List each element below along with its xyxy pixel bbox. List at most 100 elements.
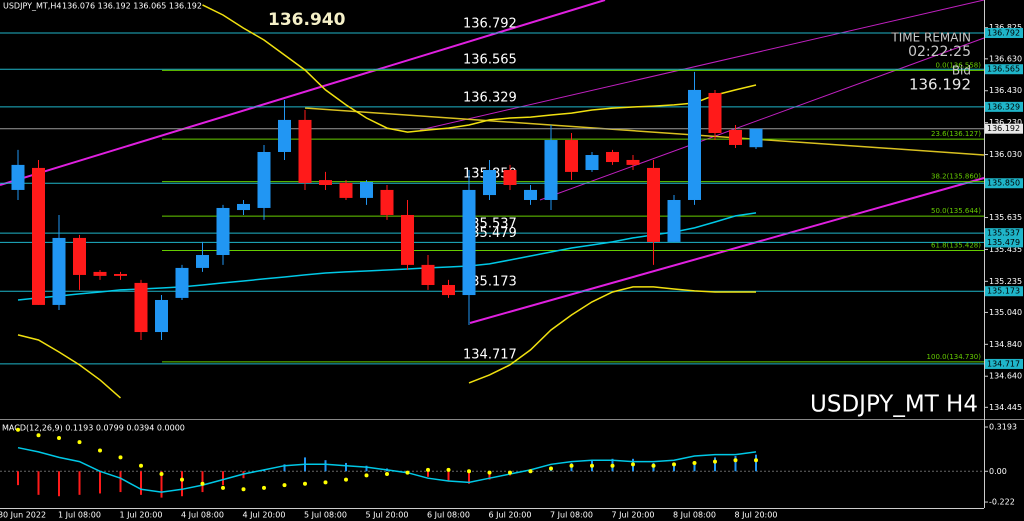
signal-dot	[77, 440, 82, 445]
price-level-box-label: 136.792	[987, 29, 1020, 38]
candle-body	[32, 167, 45, 305]
y-tick-label: 136.430	[989, 86, 1022, 95]
price-level-label: 135.537	[463, 217, 517, 232]
signal-dot	[364, 473, 369, 478]
candle-body	[134, 282, 148, 333]
candle-body	[462, 189, 476, 296]
signal-dot	[610, 463, 615, 468]
signal-dot	[118, 455, 123, 460]
indicator-line	[202, 4, 757, 133]
candle-body	[708, 92, 722, 134]
price-level-box-label: 135.173	[987, 287, 1020, 296]
candle-body	[52, 237, 66, 305]
y-tick-label: 134.640	[989, 372, 1022, 381]
signal-dot	[16, 427, 20, 432]
x-tick-label: 5 Jul 08:00	[304, 511, 347, 520]
fib-level-label: 100.0(134.730)	[927, 353, 982, 361]
macd-title: MACD(12,26,9) 0.1193 0.0799 0.0394 0.000…	[2, 424, 185, 433]
trend-thin-line	[419, 0, 985, 131]
signal-dot	[549, 466, 553, 471]
signal-dot	[139, 463, 143, 468]
signal-dot	[672, 462, 676, 467]
signal-dot	[426, 467, 430, 472]
price-level-box	[985, 237, 1023, 248]
candle-body	[196, 255, 209, 268]
x-tick-label: 8 Jul 08:00	[673, 511, 716, 520]
fib-level-label: 0.0(136.558)	[935, 61, 981, 69]
y-tick-label: 0.3193	[989, 423, 1017, 432]
signal-dot	[754, 458, 758, 463]
price-level-box	[985, 64, 1023, 75]
signal-dot	[241, 487, 246, 492]
period-high-label: 136.940	[268, 10, 346, 30]
candle-body	[339, 182, 353, 198]
y-tick-label: -0.222	[989, 498, 1015, 507]
trend-resistance	[304, 107, 985, 156]
x-tick-label: 4 Jul 08:00	[181, 511, 224, 520]
price-level-box-label: 135.850	[987, 179, 1020, 188]
signal-dot	[385, 472, 389, 477]
price-level-box-label: 134.717	[987, 359, 1020, 368]
candle-body	[401, 214, 414, 265]
candle-body	[93, 271, 107, 276]
price-level-label: 135.173	[463, 275, 517, 290]
signal-dot	[590, 463, 594, 468]
price-level-box-label: 136.329	[987, 102, 1020, 111]
x-tick-label: 1 Jul 20:00	[120, 511, 163, 520]
candle-body	[503, 170, 517, 185]
candle-body	[647, 167, 660, 242]
price-level-box	[985, 101, 1023, 112]
bid-label: Bid	[952, 64, 971, 78]
y-tick-label: 136.630	[989, 54, 1022, 63]
candle-body	[565, 140, 578, 172]
candle-body	[524, 189, 537, 200]
signal-dot	[36, 433, 41, 438]
signal-dot	[282, 483, 287, 488]
signal-dot	[57, 436, 61, 441]
signal-dot	[692, 460, 697, 465]
price-level-box-label: 135.537	[987, 229, 1020, 238]
candle-body	[442, 284, 455, 296]
signal-dot	[180, 477, 184, 482]
signal-dot	[446, 467, 451, 472]
x-tick-label: 30 Jun 2022	[0, 511, 46, 520]
signal-dot	[344, 477, 348, 482]
signal-dot	[405, 470, 410, 475]
candle-body	[278, 119, 291, 152]
price-level-box	[985, 286, 1023, 297]
y-tick-label: 134.445	[989, 403, 1022, 412]
y-tick-label: 135.435	[989, 245, 1022, 254]
price-level-label: 135.479	[463, 226, 517, 241]
fib-level-label: 23.6(136.127)	[931, 130, 981, 138]
macd-line	[17, 446, 757, 493]
y-tick-label: 135.635	[989, 213, 1022, 222]
candle-body	[257, 151, 271, 208]
signal-dot	[303, 481, 307, 486]
signal-dot	[508, 470, 512, 475]
price-level-label: 136.565	[463, 53, 517, 68]
ohlc-summary: 136.076 136.192 136.065 136.192	[62, 2, 202, 11]
indicator-line	[17, 286, 756, 399]
signal-dot	[262, 485, 266, 490]
candle-body	[380, 189, 394, 215]
candle-body	[729, 129, 742, 145]
candle-body	[114, 273, 127, 276]
current-price-box	[985, 123, 1023, 134]
x-tick-label: 8 Jul 20:00	[735, 511, 778, 520]
x-tick-label: 7 Jul 08:00	[550, 511, 593, 520]
trend-channel-upper	[0, 0, 606, 186]
candle-body	[319, 180, 332, 185]
bid-value: 136.192	[909, 76, 971, 94]
price-level-label: 134.717	[463, 347, 517, 362]
signal-dot	[487, 470, 492, 475]
y-tick-label: 0.00	[989, 467, 1007, 476]
x-tick-label: 7 Jul 20:00	[612, 511, 655, 520]
price-level-box	[985, 28, 1023, 39]
candle-body	[421, 264, 435, 285]
current-price-box-label: 136.192	[987, 124, 1020, 133]
signal-dot	[733, 458, 738, 463]
signal-dot	[221, 485, 225, 490]
symbol-title: USDJPY_MT,H4	[3, 2, 61, 11]
